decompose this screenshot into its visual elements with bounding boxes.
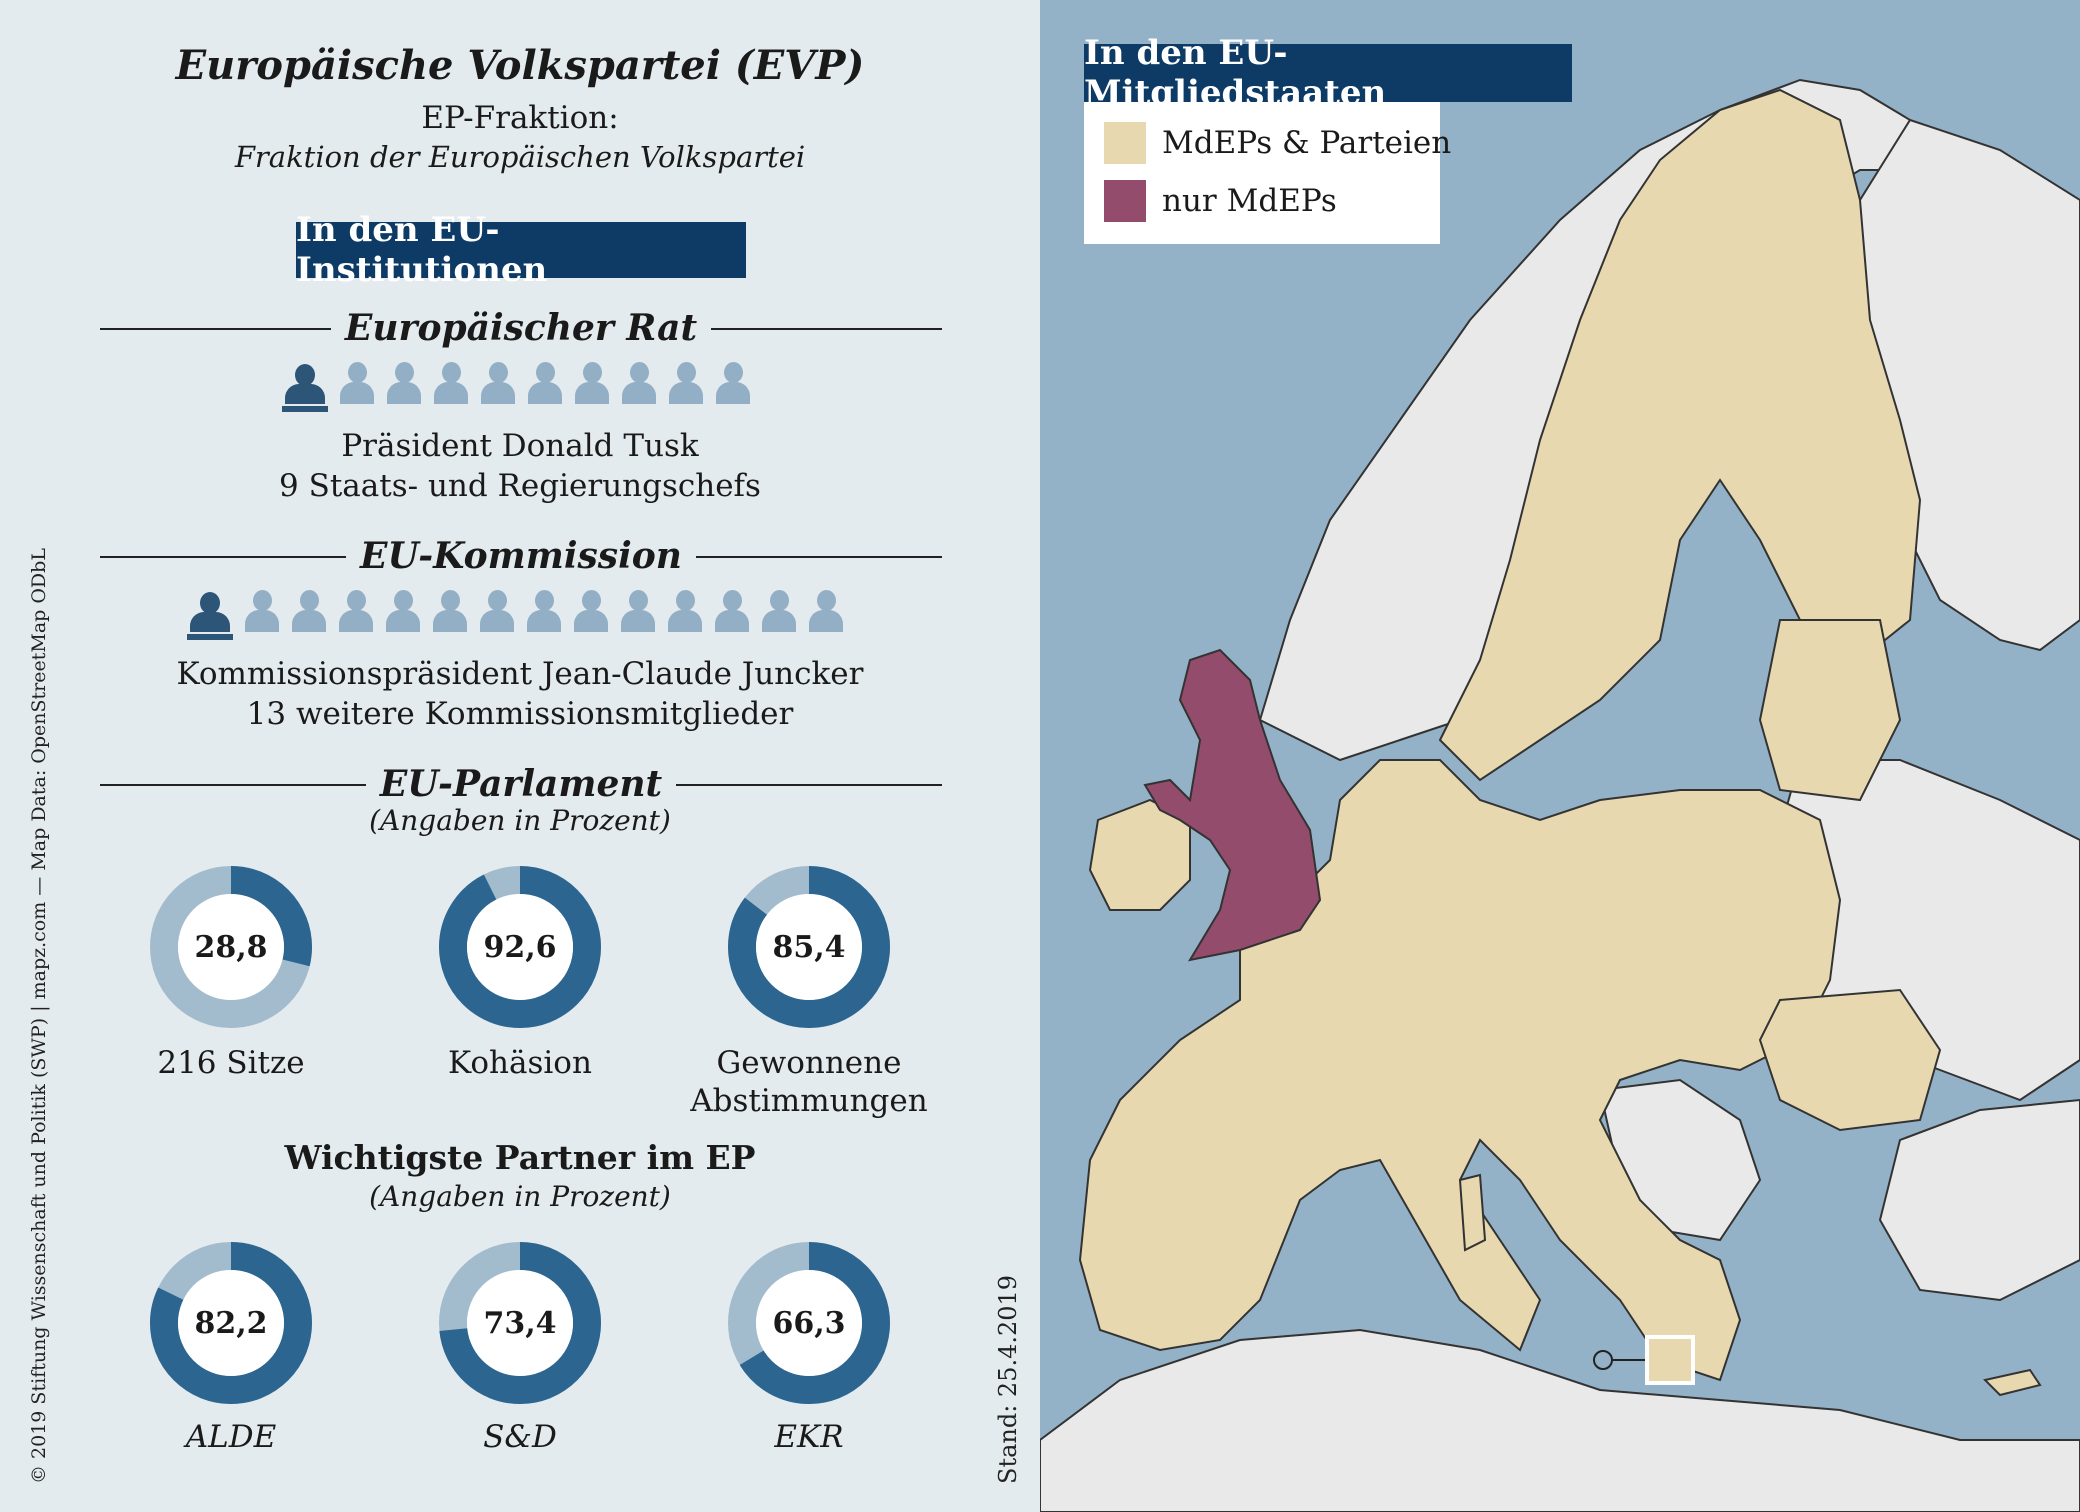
turkey-land <box>1878 1098 2080 1302</box>
donut-chart: 66,3 <box>726 1240 892 1406</box>
person-icon <box>291 590 327 644</box>
africa-land <box>1040 1328 2080 1512</box>
person-icon <box>761 590 797 644</box>
kommission-members: 13 weitere Kommissionsmitglieder <box>246 696 794 732</box>
donut-label: ALDE <box>185 1419 277 1455</box>
donut-value-arc <box>728 1242 890 1404</box>
legend-label: MdEPs & Parteien <box>1162 125 1452 161</box>
romania-bulgaria <box>1758 988 1942 1132</box>
parlament-heading: EU-Parlament <box>100 763 942 805</box>
page-title: Europäische Volkspartei (EVP) <box>175 42 865 89</box>
person-icon <box>808 590 844 644</box>
donut-label: Gewonnene Abstimmungen <box>690 1045 928 1119</box>
person-icon <box>385 590 421 644</box>
donut-label: EKR <box>774 1419 844 1455</box>
donut-value: 92,6 <box>483 929 557 965</box>
person-icon <box>479 590 515 644</box>
donut-value-arc <box>439 1242 601 1404</box>
fraktion-label: EP-Fraktion: <box>421 100 619 136</box>
donut-label: S&D <box>483 1419 557 1455</box>
sardinia <box>1458 1173 1487 1252</box>
donut-value: 66,3 <box>772 1305 846 1341</box>
donut-value-arc <box>150 1242 312 1404</box>
donut-value-arc <box>728 866 890 1028</box>
kommission-president: Kommissionspräsident Jean-Claude Juncker <box>176 656 864 692</box>
baltics <box>1758 619 1902 802</box>
person-icon <box>244 590 280 644</box>
partner-heading: Wichtigste Partner im EP <box>284 1138 756 1177</box>
malta-inset <box>1645 1335 1695 1385</box>
cyprus <box>1983 1368 2042 1397</box>
donut-value: 73,4 <box>483 1305 557 1341</box>
legend-item-mdeps-parteien: MdEPs & Parteien <box>1104 122 1451 164</box>
donut-value: 82,2 <box>194 1305 268 1341</box>
donut-chart: 92,6 <box>437 864 603 1030</box>
legend-swatch <box>1104 122 1146 164</box>
person-icon <box>339 362 375 416</box>
legend-label: nur MdEPs <box>1162 183 1337 219</box>
legend-item-nur-mdeps: nur MdEPs <box>1104 180 1337 222</box>
parlament-heading-text: EU-Parlament <box>365 763 677 805</box>
continental-eu <box>1078 759 1842 1382</box>
person-icon <box>433 362 469 416</box>
person-icon <box>573 590 609 644</box>
legend-swatch <box>1104 180 1146 222</box>
donut-chart: 85,4 <box>726 864 892 1030</box>
person-icon <box>715 362 751 416</box>
kommission-member-icons <box>187 590 844 644</box>
rat-member-icons <box>282 362 751 416</box>
person-icon <box>620 590 656 644</box>
donut-label: Kohäsion <box>448 1045 592 1081</box>
donut-chart: 28,8 <box>148 864 314 1030</box>
person-icon <box>714 590 750 644</box>
person-icon-leader <box>187 590 233 644</box>
rat-members: 9 Staats- und Regierungschefs <box>279 468 761 504</box>
map-heading: In den EU-Mitgliedstaaten <box>1084 33 1572 113</box>
info-panel: Europäische Volkspartei (EVP) EP-Fraktio… <box>0 0 1040 1512</box>
rat-president: Präsident Donald Tusk <box>341 428 699 464</box>
donut-value: 28,8 <box>194 929 268 965</box>
rat-heading-text: Europäischer Rat <box>330 307 712 349</box>
person-icon <box>386 362 422 416</box>
person-icon <box>667 590 703 644</box>
donut-value-arc <box>439 866 601 1028</box>
united-kingdom <box>1143 648 1322 962</box>
fraktion-name: Fraktion der Europäischen Volkspartei <box>234 140 806 174</box>
donut-value-arc <box>150 866 312 1028</box>
person-icon <box>527 362 563 416</box>
person-icon <box>621 362 657 416</box>
rat-heading: Europäischer Rat <box>100 307 942 349</box>
person-icon <box>338 590 374 644</box>
person-icon <box>432 590 468 644</box>
donut-chart: 82,2 <box>148 1240 314 1406</box>
person-icon-leader <box>282 362 328 416</box>
malta-marker <box>1593 1350 1613 1370</box>
parlament-note: (Angaben in Prozent) <box>369 804 671 837</box>
person-icon <box>480 362 516 416</box>
person-icon <box>574 362 610 416</box>
europe-map <box>1040 0 2080 1512</box>
donut-chart: 73,4 <box>437 1240 603 1406</box>
stand-date: Stand: 25.4.2019 <box>994 1274 1022 1484</box>
person-icon <box>668 362 704 416</box>
map-svg <box>1040 78 2080 1512</box>
institutions-heading: In den EU-Institutionen <box>296 210 746 290</box>
partner-note: (Angaben in Prozent) <box>369 1180 671 1213</box>
donut-value: 85,4 <box>772 929 846 965</box>
kommission-heading-text: EU-Kommission <box>346 535 696 577</box>
sweden-finland <box>1438 88 1922 782</box>
donut-label: 216 Sitze <box>157 1045 305 1081</box>
person-icon <box>526 590 562 644</box>
copyright-text: © 2019 Stiftung Wissenschaft und Politik… <box>28 548 50 1484</box>
kommission-heading: EU-Kommission <box>100 535 942 577</box>
